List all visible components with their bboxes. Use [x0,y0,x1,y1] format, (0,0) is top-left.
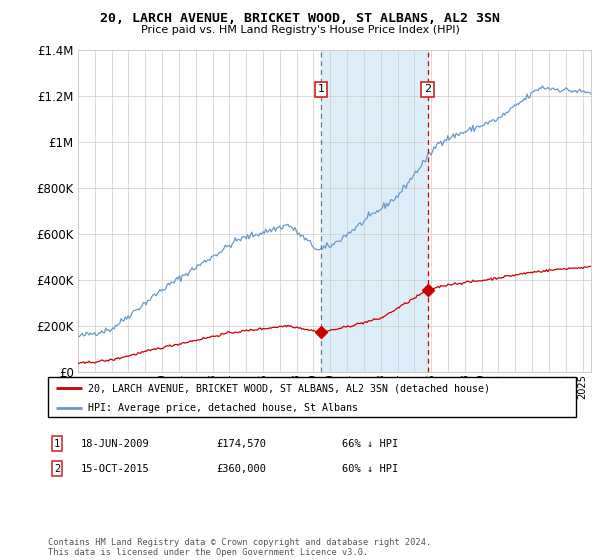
Text: 20, LARCH AVENUE, BRICKET WOOD, ST ALBANS, AL2 3SN: 20, LARCH AVENUE, BRICKET WOOD, ST ALBAN… [100,12,500,25]
Text: £360,000: £360,000 [216,464,266,474]
Text: 20, LARCH AVENUE, BRICKET WOOD, ST ALBANS, AL2 3SN (detached house): 20, LARCH AVENUE, BRICKET WOOD, ST ALBAN… [88,383,490,393]
Text: 1: 1 [54,438,60,449]
Text: HPI: Average price, detached house, St Albans: HPI: Average price, detached house, St A… [88,403,358,413]
Text: Contains HM Land Registry data © Crown copyright and database right 2024.
This d: Contains HM Land Registry data © Crown c… [48,538,431,557]
Text: 66% ↓ HPI: 66% ↓ HPI [342,438,398,449]
Text: 2: 2 [54,464,60,474]
Text: 15-OCT-2015: 15-OCT-2015 [81,464,150,474]
Text: Price paid vs. HM Land Registry's House Price Index (HPI): Price paid vs. HM Land Registry's House … [140,25,460,35]
FancyBboxPatch shape [48,377,576,417]
Bar [321,50,428,372]
Text: 18-JUN-2009: 18-JUN-2009 [81,438,150,449]
Text: £174,570: £174,570 [216,438,266,449]
Text: 1: 1 [318,85,325,95]
Text: 2: 2 [424,85,431,95]
Text: 60% ↓ HPI: 60% ↓ HPI [342,464,398,474]
